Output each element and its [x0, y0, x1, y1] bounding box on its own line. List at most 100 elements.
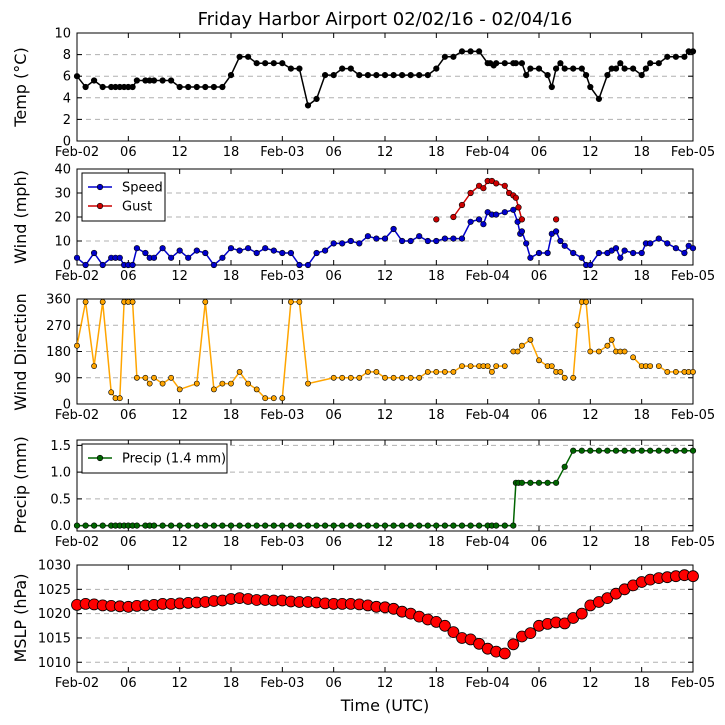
data-point [390, 374, 397, 381]
data-point [638, 71, 645, 79]
data-point [339, 65, 346, 72]
data-point [73, 522, 81, 529]
y-tick-label: 270 [46, 319, 71, 334]
data-point [304, 522, 312, 529]
data-point [450, 235, 457, 242]
panel-4: 1010 1015 1020 1025 1030 Feb-02 06 12 18 Feb-03 06… [11, 559, 715, 692]
data-point [617, 60, 624, 67]
series-direction [74, 298, 696, 402]
data-point [587, 447, 594, 454]
data-point [608, 336, 615, 343]
data-point [493, 522, 500, 529]
x-tick-label: 12 [582, 535, 599, 550]
x-tick-label: 18 [223, 408, 240, 423]
x-tick-label: Feb-04 [466, 408, 510, 423]
data-point [399, 71, 406, 79]
x-tick-label: 06 [325, 408, 342, 423]
data-point [552, 65, 560, 72]
data-point [193, 522, 200, 529]
y-tick-label: 2 [63, 113, 71, 128]
data-point [159, 77, 166, 84]
x-tick-label: Feb-04 [466, 535, 510, 550]
data-point [356, 522, 363, 529]
data-point [364, 522, 372, 529]
y-axis-label: Precip (mm) [11, 436, 30, 534]
y-tick-label: 90 [54, 371, 71, 386]
data-point [347, 65, 354, 72]
data-point [245, 245, 252, 252]
x-tick-label: 12 [171, 408, 188, 423]
data-point [236, 522, 243, 529]
data-point [151, 374, 157, 381]
x-tick-label: 06 [531, 535, 548, 550]
data-point [262, 60, 269, 67]
data-point [441, 53, 449, 60]
x-tick-label: Feb-03 [260, 145, 304, 160]
data-point [578, 447, 585, 454]
data-point [561, 65, 568, 72]
data-point [91, 363, 97, 369]
data-point [108, 389, 115, 396]
data-point [373, 522, 380, 529]
data-point [433, 216, 440, 223]
data-point [236, 247, 243, 254]
x-tick-label: Feb-02 [55, 269, 99, 284]
data-point [382, 374, 388, 381]
data-point [347, 237, 354, 245]
data-point [441, 368, 448, 375]
data-point [245, 522, 252, 529]
data-point [262, 522, 269, 529]
data-point [99, 261, 106, 269]
data-point [467, 363, 474, 369]
x-tick-label: 18 [223, 269, 240, 284]
data-point [630, 354, 636, 361]
data-point [629, 65, 637, 72]
series-mslp [71, 569, 699, 660]
data-point [441, 235, 449, 242]
data-point [176, 83, 183, 91]
data-point [527, 65, 534, 72]
data-point [458, 201, 466, 209]
x-tick-label: 06 [531, 676, 548, 691]
axes-frame [76, 564, 694, 673]
data-point [501, 363, 508, 369]
data-point [672, 245, 680, 252]
data-point [467, 522, 474, 529]
data-point [575, 607, 588, 620]
data-point [133, 77, 140, 84]
data-point [574, 322, 581, 329]
data-point [381, 71, 389, 79]
x-tick-label: 12 [377, 535, 394, 550]
chart-title: Friday Harbor Airport 02/02/16 - 02/04/1… [198, 9, 573, 30]
data-point [82, 261, 89, 269]
x-tick-label: 18 [633, 408, 650, 423]
data-point [450, 368, 457, 375]
data-point [296, 65, 303, 72]
data-point [501, 209, 508, 216]
data-point [672, 447, 680, 454]
data-point [450, 53, 457, 60]
data-point [99, 298, 106, 305]
data-point [523, 240, 530, 247]
data-point [390, 225, 397, 233]
data-point [279, 522, 286, 529]
y-axis-label: Wind Direction [11, 293, 30, 411]
data-point [373, 235, 380, 242]
data-point [518, 479, 526, 486]
data-point [227, 522, 235, 529]
data-point [501, 60, 508, 67]
legend-marker [96, 202, 104, 210]
data-point [527, 254, 534, 261]
x-tick-label: Feb-04 [466, 145, 510, 160]
x-tick-label: 06 [531, 408, 548, 423]
data-point [407, 237, 414, 245]
data-point [287, 65, 295, 72]
data-point [595, 447, 603, 454]
data-point [557, 368, 564, 375]
y-tick-label: 1010 [38, 656, 71, 671]
data-point [689, 48, 697, 55]
x-tick-label: 12 [582, 408, 599, 423]
data-point [202, 83, 209, 91]
y-tick-label: 1025 [38, 583, 71, 598]
